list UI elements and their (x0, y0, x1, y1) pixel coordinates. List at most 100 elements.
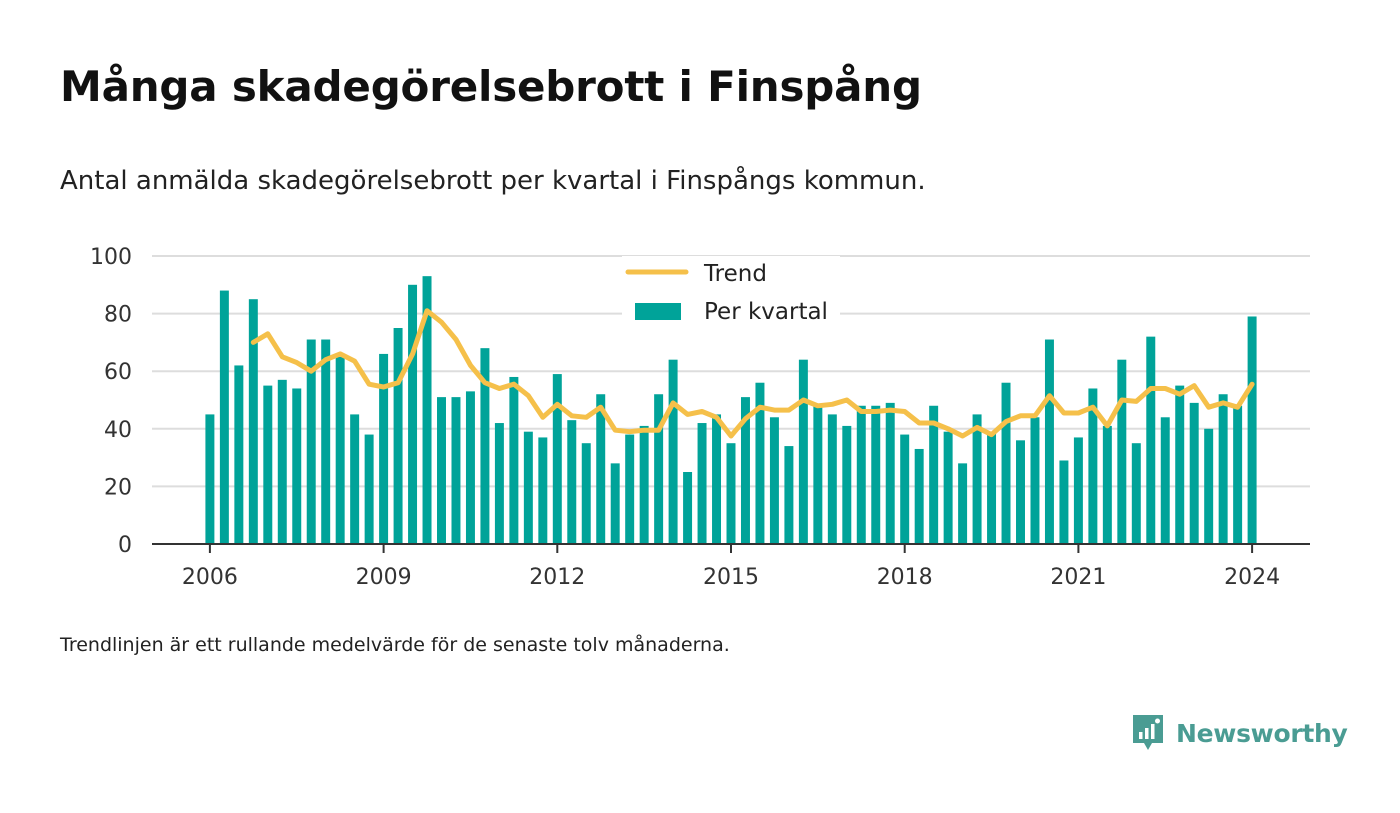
bar (1218, 394, 1228, 544)
bar (712, 414, 722, 544)
bar (306, 339, 316, 544)
bar (1189, 402, 1199, 544)
bar (958, 463, 968, 544)
x-tick-label: 2021 (1050, 565, 1106, 590)
chart-subtitle: Antal anmälda skadegörelsebrott per kvar… (60, 166, 926, 196)
legend-trend-label: Trend (703, 261, 767, 287)
bar (842, 425, 852, 544)
bar (523, 431, 533, 544)
legend-bar-swatch (635, 303, 681, 320)
bar (509, 376, 519, 544)
bar (1073, 437, 1083, 544)
brand-name: Newsworthy (1176, 718, 1348, 748)
y-tick-label: 40 (104, 418, 132, 443)
x-tick-label: 2012 (529, 565, 585, 590)
bar (1160, 417, 1170, 544)
y-tick-label: 100 (90, 245, 132, 270)
bar (451, 397, 461, 544)
bar (567, 420, 577, 544)
bar (1102, 425, 1112, 544)
bar (379, 353, 389, 544)
trend-line (250, 308, 1255, 439)
y-tick-label: 60 (104, 360, 132, 385)
bar (625, 434, 635, 544)
bar (914, 448, 924, 544)
bar (900, 434, 910, 544)
bar (538, 437, 548, 544)
x-axis: 2006 2009 2012 2015 2018 2021 2024 (152, 543, 1310, 590)
y-tick-label: 80 (104, 303, 132, 328)
x-tick-label: 2009 (356, 565, 412, 590)
y-axis-ticks: 0 20 40 60 80 100 (90, 245, 132, 558)
bar (726, 443, 736, 544)
bar (798, 359, 808, 544)
footnote: Trendlinjen är ett rullande medelvärde f… (60, 634, 730, 656)
x-tick-label: 2018 (877, 565, 933, 590)
bar (1088, 388, 1098, 544)
bar (1044, 339, 1054, 544)
bar (871, 405, 881, 544)
chart-area: 0 20 40 60 80 100 2006 2009 2012 2015 2018 2021 202… (90, 245, 1310, 590)
bar (740, 397, 750, 544)
bar (654, 394, 664, 544)
legend: Trend Per kvartal (622, 256, 840, 332)
bar (668, 359, 678, 544)
bar (263, 385, 273, 544)
x-tick-label: 2015 (703, 565, 759, 590)
bar (437, 397, 446, 544)
bar (422, 276, 432, 544)
bars-series (205, 276, 1257, 544)
x-tick-label: 2024 (1224, 565, 1280, 590)
newsworthy-logo-icon (1133, 715, 1163, 750)
bar (321, 339, 331, 544)
bar (972, 414, 982, 544)
bar (1117, 359, 1127, 544)
bar (1131, 443, 1141, 544)
brand-logo: Newsworthy (1130, 710, 1348, 756)
bar (769, 417, 779, 544)
bar (1175, 385, 1185, 544)
bar (813, 405, 823, 544)
bar (697, 423, 707, 544)
y-tick-label: 0 (118, 533, 132, 558)
bar (219, 290, 229, 544)
bar (292, 388, 302, 544)
chart-title: Många skadegörelsebrott i Finspång (60, 62, 922, 111)
bar (248, 299, 258, 544)
bar (683, 472, 693, 544)
x-tick-label: 2006 (182, 565, 238, 590)
bar (581, 443, 591, 544)
bar (1247, 316, 1257, 544)
bar (552, 374, 562, 544)
bar (494, 423, 504, 544)
bar (987, 431, 997, 544)
bar (1016, 440, 1025, 544)
bar (929, 405, 939, 544)
bar (350, 414, 360, 544)
bar (465, 391, 475, 544)
bar (393, 328, 403, 544)
bar (1204, 428, 1214, 544)
bar (364, 434, 374, 544)
bar (755, 382, 765, 544)
legend-bar-label: Per kvartal (704, 299, 828, 325)
trend-series (250, 308, 1255, 439)
bar (234, 365, 244, 544)
bar (1146, 336, 1156, 544)
bar (885, 402, 895, 544)
bar (943, 431, 953, 544)
y-tick-label: 20 (104, 475, 132, 500)
bar (1001, 382, 1011, 544)
bar (335, 356, 345, 544)
bar (856, 405, 866, 544)
bar (480, 348, 490, 544)
bar (1030, 417, 1040, 544)
bar (277, 379, 287, 544)
bar (408, 284, 418, 544)
bar (596, 394, 606, 544)
bar (205, 414, 215, 544)
bar (784, 446, 794, 544)
bar (610, 463, 620, 544)
bar (827, 414, 837, 544)
bar (639, 425, 649, 544)
